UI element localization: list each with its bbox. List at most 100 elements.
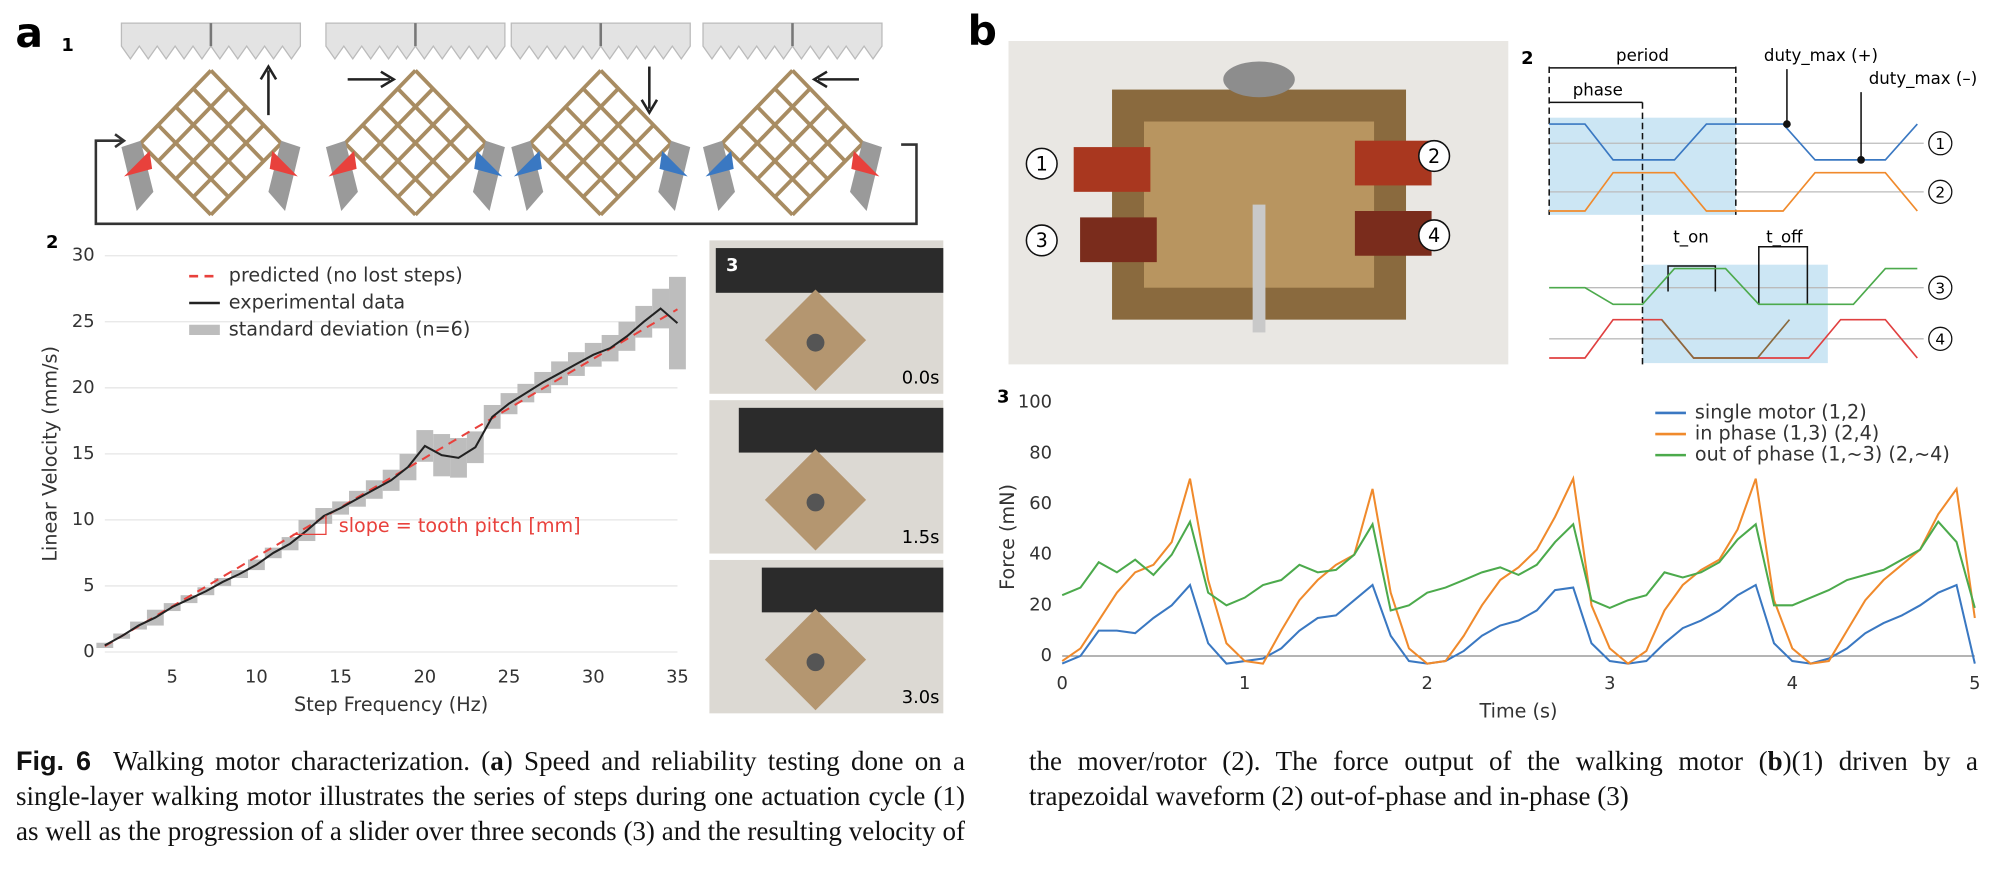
actuation-arrow xyxy=(328,150,357,177)
figure-label: Fig. 6 xyxy=(16,746,92,776)
step-diagrams xyxy=(120,22,883,217)
callout-label: 4 xyxy=(1428,224,1440,247)
legend-label: predicted (no lost steps) xyxy=(229,264,463,287)
std-band xyxy=(669,276,686,370)
x-tick-label: 25 xyxy=(498,667,521,688)
series-line xyxy=(1061,475,1976,665)
lattice-beam xyxy=(378,105,452,181)
x-tick-label: 30 xyxy=(582,667,605,688)
slider-bar xyxy=(738,407,944,453)
actuation-arrow xyxy=(705,150,734,177)
y-tick-label: 30 xyxy=(72,245,95,266)
channel-circle xyxy=(1928,275,1953,300)
y-tick-label: 10 xyxy=(72,509,95,530)
lattice-beam xyxy=(174,105,248,181)
caption-bold: a xyxy=(490,746,504,776)
time-label: 3.0s xyxy=(902,687,940,708)
panel-label: 3 xyxy=(726,255,738,276)
panel-label: a xyxy=(15,9,43,57)
callout-circle xyxy=(1418,219,1451,252)
y-axis-label: Linear Velocity (mm/s) xyxy=(39,346,62,562)
label: duty_max (–) xyxy=(1869,69,1977,89)
callout-circle xyxy=(1418,139,1451,173)
panel-label: b xyxy=(968,6,997,54)
lattice-beam xyxy=(191,123,266,199)
actuation-arrow xyxy=(269,150,298,177)
channel-circle xyxy=(1928,326,1953,351)
y-tick-label: 60 xyxy=(1029,493,1052,514)
lattice-beam xyxy=(343,141,417,217)
label: t_off xyxy=(1766,227,1803,247)
label: duty_max (+) xyxy=(1764,46,1878,66)
label: period xyxy=(1616,46,1669,65)
lattice-beam xyxy=(564,105,638,181)
brackets xyxy=(1549,67,1862,305)
lattice-beam xyxy=(361,123,435,199)
y-tick-label: 0 xyxy=(83,641,94,662)
legend-label: out of phase (1,~3) (2,~4) xyxy=(1695,443,1950,466)
x-tick-label: 10 xyxy=(245,667,268,688)
leg xyxy=(121,140,154,212)
channel-label: 3 xyxy=(1935,279,1945,297)
series-line xyxy=(1061,518,1976,612)
coil xyxy=(1354,140,1432,186)
coil xyxy=(1080,217,1157,263)
marker xyxy=(1857,156,1865,164)
actuation-arrow xyxy=(474,150,503,177)
x-tick-label: 4 xyxy=(1787,673,1798,694)
actuation-arrow xyxy=(659,150,688,177)
waveform-3 xyxy=(1549,267,1918,306)
x-tick-label: 3 xyxy=(1604,673,1615,694)
figure: a 1 2 b 1 2 3 0.0s 1.5s 3.0s 3 1 2 3 4 xyxy=(15,6,1980,722)
cycle-loop xyxy=(94,139,918,226)
callout-circle xyxy=(1025,224,1058,257)
lattice-beam xyxy=(209,141,283,217)
arrow-head xyxy=(380,70,397,89)
actuation-arrow xyxy=(851,150,880,177)
y-tick-label: 20 xyxy=(1029,594,1052,615)
lattice-beam xyxy=(581,123,655,199)
time-label: 0.0s xyxy=(902,367,940,388)
waveform-diagram: period phase duty_max (+) duty_max (–) t… xyxy=(1548,46,1977,365)
label: phase xyxy=(1573,80,1623,99)
y-tick-label: 0 xyxy=(1041,645,1052,666)
marker xyxy=(1783,120,1791,128)
y-tick-label: 25 xyxy=(72,311,95,332)
lattice-beam xyxy=(546,123,620,199)
x-tick-label: 35 xyxy=(666,667,689,688)
lattice-beam xyxy=(791,141,865,217)
leg xyxy=(325,140,358,212)
arrow-head xyxy=(259,64,278,81)
x-tick-label: 0 xyxy=(1057,673,1068,694)
slider-photos: 0.0s 1.5s 3.0s 3 xyxy=(709,240,944,714)
arrow-head xyxy=(811,70,828,89)
caption-text: Walking motor characterization. ( xyxy=(113,746,491,776)
lattice-beam xyxy=(738,123,812,199)
lattice-beam xyxy=(396,123,470,199)
panel-label: 2 xyxy=(46,232,58,253)
panel-label: 2 xyxy=(1521,48,1533,69)
x-tick-label: 2 xyxy=(1422,673,1433,694)
y-axis-label: Force (mN) xyxy=(996,484,1019,590)
leg xyxy=(658,140,691,212)
label: t_on xyxy=(1673,227,1709,247)
x-tick-label: 20 xyxy=(413,667,436,688)
slope-marker xyxy=(292,515,327,536)
channel-label: 2 xyxy=(1935,184,1945,202)
y-tick-label: 15 xyxy=(72,443,95,464)
rotor xyxy=(806,333,825,352)
leg xyxy=(850,140,882,212)
legend-label: experimental data xyxy=(229,291,405,314)
leg xyxy=(703,140,735,212)
y-tick-label: 100 xyxy=(1018,392,1052,413)
legend-label: in phase (1,3) (2,4) xyxy=(1695,422,1879,445)
leg xyxy=(511,140,544,212)
x-tick-label: 5 xyxy=(1969,673,1980,694)
leg xyxy=(268,140,301,212)
slider-bar xyxy=(715,248,944,293)
lattice-beam xyxy=(156,123,230,199)
rotor xyxy=(806,653,825,672)
actuation-arrow xyxy=(123,150,153,177)
legend-label: single motor (1,2) xyxy=(1695,400,1867,423)
lattice-beam xyxy=(755,105,830,181)
